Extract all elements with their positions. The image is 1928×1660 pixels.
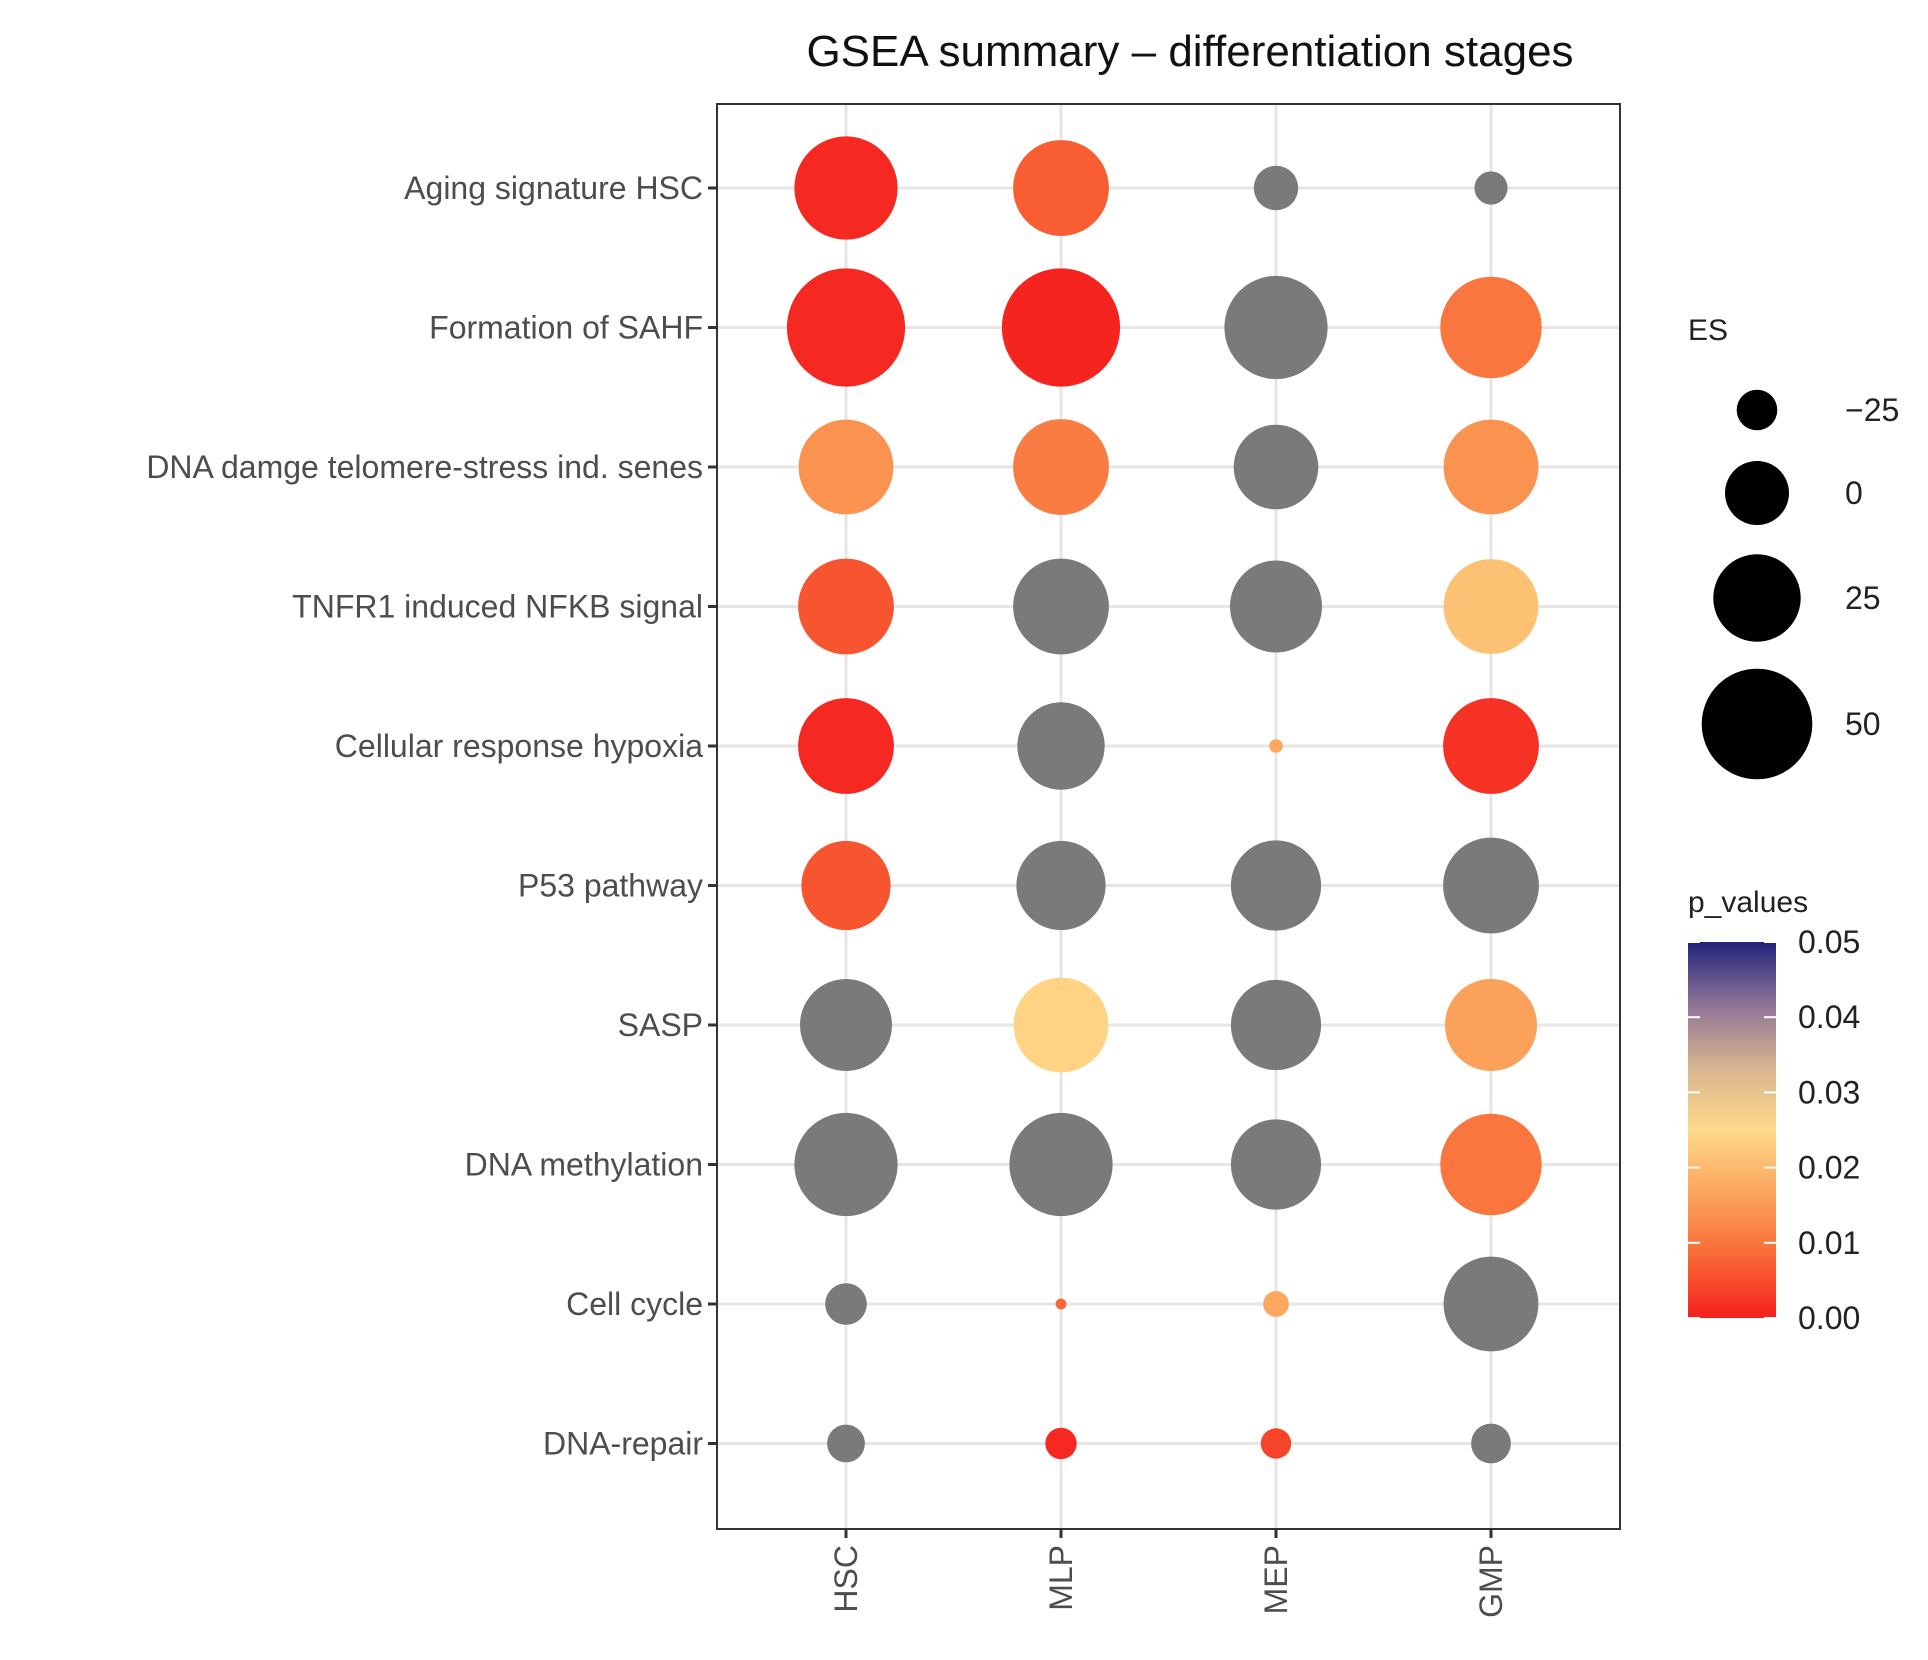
- color-legend: 0.05 0.04 0.03 0.02 0.01 0.00: [1688, 924, 1860, 1336]
- data-point: [1443, 837, 1539, 934]
- y-tick-label: Formation of SAHF: [429, 310, 703, 346]
- y-tick-label: Cell cycle: [566, 1286, 703, 1322]
- y-axis: Aging signature HSC Formation of SAHF DNA …: [146, 170, 717, 1462]
- data-point: [1013, 419, 1109, 515]
- color-legend-label: 0.03: [1798, 1074, 1860, 1110]
- size-legend-label: 25: [1845, 580, 1881, 616]
- data-point: [1260, 1428, 1292, 1459]
- color-legend-label: 0.02: [1798, 1150, 1860, 1186]
- data-point: [1233, 424, 1319, 510]
- y-tick-label: DNA methylation: [465, 1147, 703, 1183]
- color-legend-label: 0.04: [1798, 999, 1860, 1035]
- data-point: [1230, 840, 1322, 931]
- data-point: [827, 1424, 865, 1463]
- y-tick-label: TNFR1 induced NFKB signal: [292, 589, 703, 625]
- size-legend-key: [1725, 461, 1789, 525]
- data-point: [1440, 1113, 1542, 1216]
- data-point: [798, 419, 894, 515]
- x-tick-label: HSC: [828, 1545, 864, 1613]
- data-point: [1445, 979, 1537, 1071]
- y-tick-label: Aging signature HSC: [404, 170, 703, 206]
- y-tick-label: P53 pathway: [518, 868, 703, 904]
- data-point: [798, 558, 894, 655]
- data-point: [1253, 165, 1299, 211]
- size-legend-key: [1713, 554, 1801, 642]
- data-point: [1471, 1423, 1511, 1464]
- data-point: [825, 1283, 867, 1325]
- y-tick-label: SASP: [618, 1007, 703, 1043]
- data-point: [786, 268, 906, 387]
- data-point: [1269, 739, 1283, 753]
- data-point: [1443, 698, 1539, 794]
- chart-title: GSEA summary – differentiation stages: [806, 27, 1573, 76]
- x-tick-label: MLP: [1043, 1545, 1079, 1611]
- data-point: [798, 698, 894, 794]
- data-point: [1055, 1298, 1067, 1310]
- y-tick-label: DNA-repair: [543, 1426, 703, 1462]
- data-point: [1013, 558, 1109, 655]
- size-legend-key: [1736, 389, 1778, 431]
- data-point: [1009, 1112, 1113, 1217]
- color-legend-label: 0.00: [1798, 1300, 1860, 1336]
- data-point: [1230, 979, 1322, 1071]
- x-tick-label: GMP: [1473, 1545, 1509, 1618]
- y-tick-label: DNA damge telomere-stress ind. senes: [146, 449, 703, 485]
- color-legend-bar: [1688, 942, 1776, 1318]
- data-point: [1013, 140, 1109, 236]
- size-legend-label: −25: [1845, 392, 1899, 428]
- data-point: [1017, 702, 1105, 790]
- data-point: [794, 136, 898, 240]
- data-point: [1230, 1119, 1322, 1210]
- data-point: [1016, 840, 1106, 931]
- y-tick-label: Cellular response hypoxia: [335, 728, 703, 764]
- size-legend: −25 0 25 50: [1701, 389, 1899, 780]
- data-point: [801, 840, 891, 931]
- data-point: [1440, 276, 1542, 379]
- color-legend-label: 0.05: [1798, 924, 1860, 960]
- data-point: [1443, 559, 1539, 654]
- x-axis: HSC MLP MEP GMP: [828, 1529, 1509, 1618]
- data-point: [1443, 1256, 1539, 1352]
- size-legend-label: 50: [1845, 706, 1881, 742]
- data-point: [794, 1112, 898, 1217]
- data-point: [1474, 171, 1508, 205]
- data-point: [1224, 275, 1328, 380]
- x-tick-label: MEP: [1258, 1545, 1294, 1614]
- plot-panel-border: [716, 103, 1621, 1530]
- size-legend-key: [1701, 668, 1813, 780]
- data-point: [1001, 268, 1121, 387]
- color-legend-label: 0.01: [1798, 1225, 1860, 1261]
- data-point: [1263, 1291, 1289, 1317]
- data-point: [1045, 1427, 1077, 1460]
- data-point: [800, 979, 892, 1071]
- data-point: [1013, 977, 1109, 1073]
- color-legend-title: p_values: [1688, 886, 1808, 919]
- size-legend-label: 0: [1845, 475, 1863, 511]
- data-point: [1443, 419, 1539, 515]
- data-point: [1230, 560, 1322, 653]
- size-legend-title: ES: [1688, 314, 1728, 347]
- data-points: [786, 136, 1542, 1464]
